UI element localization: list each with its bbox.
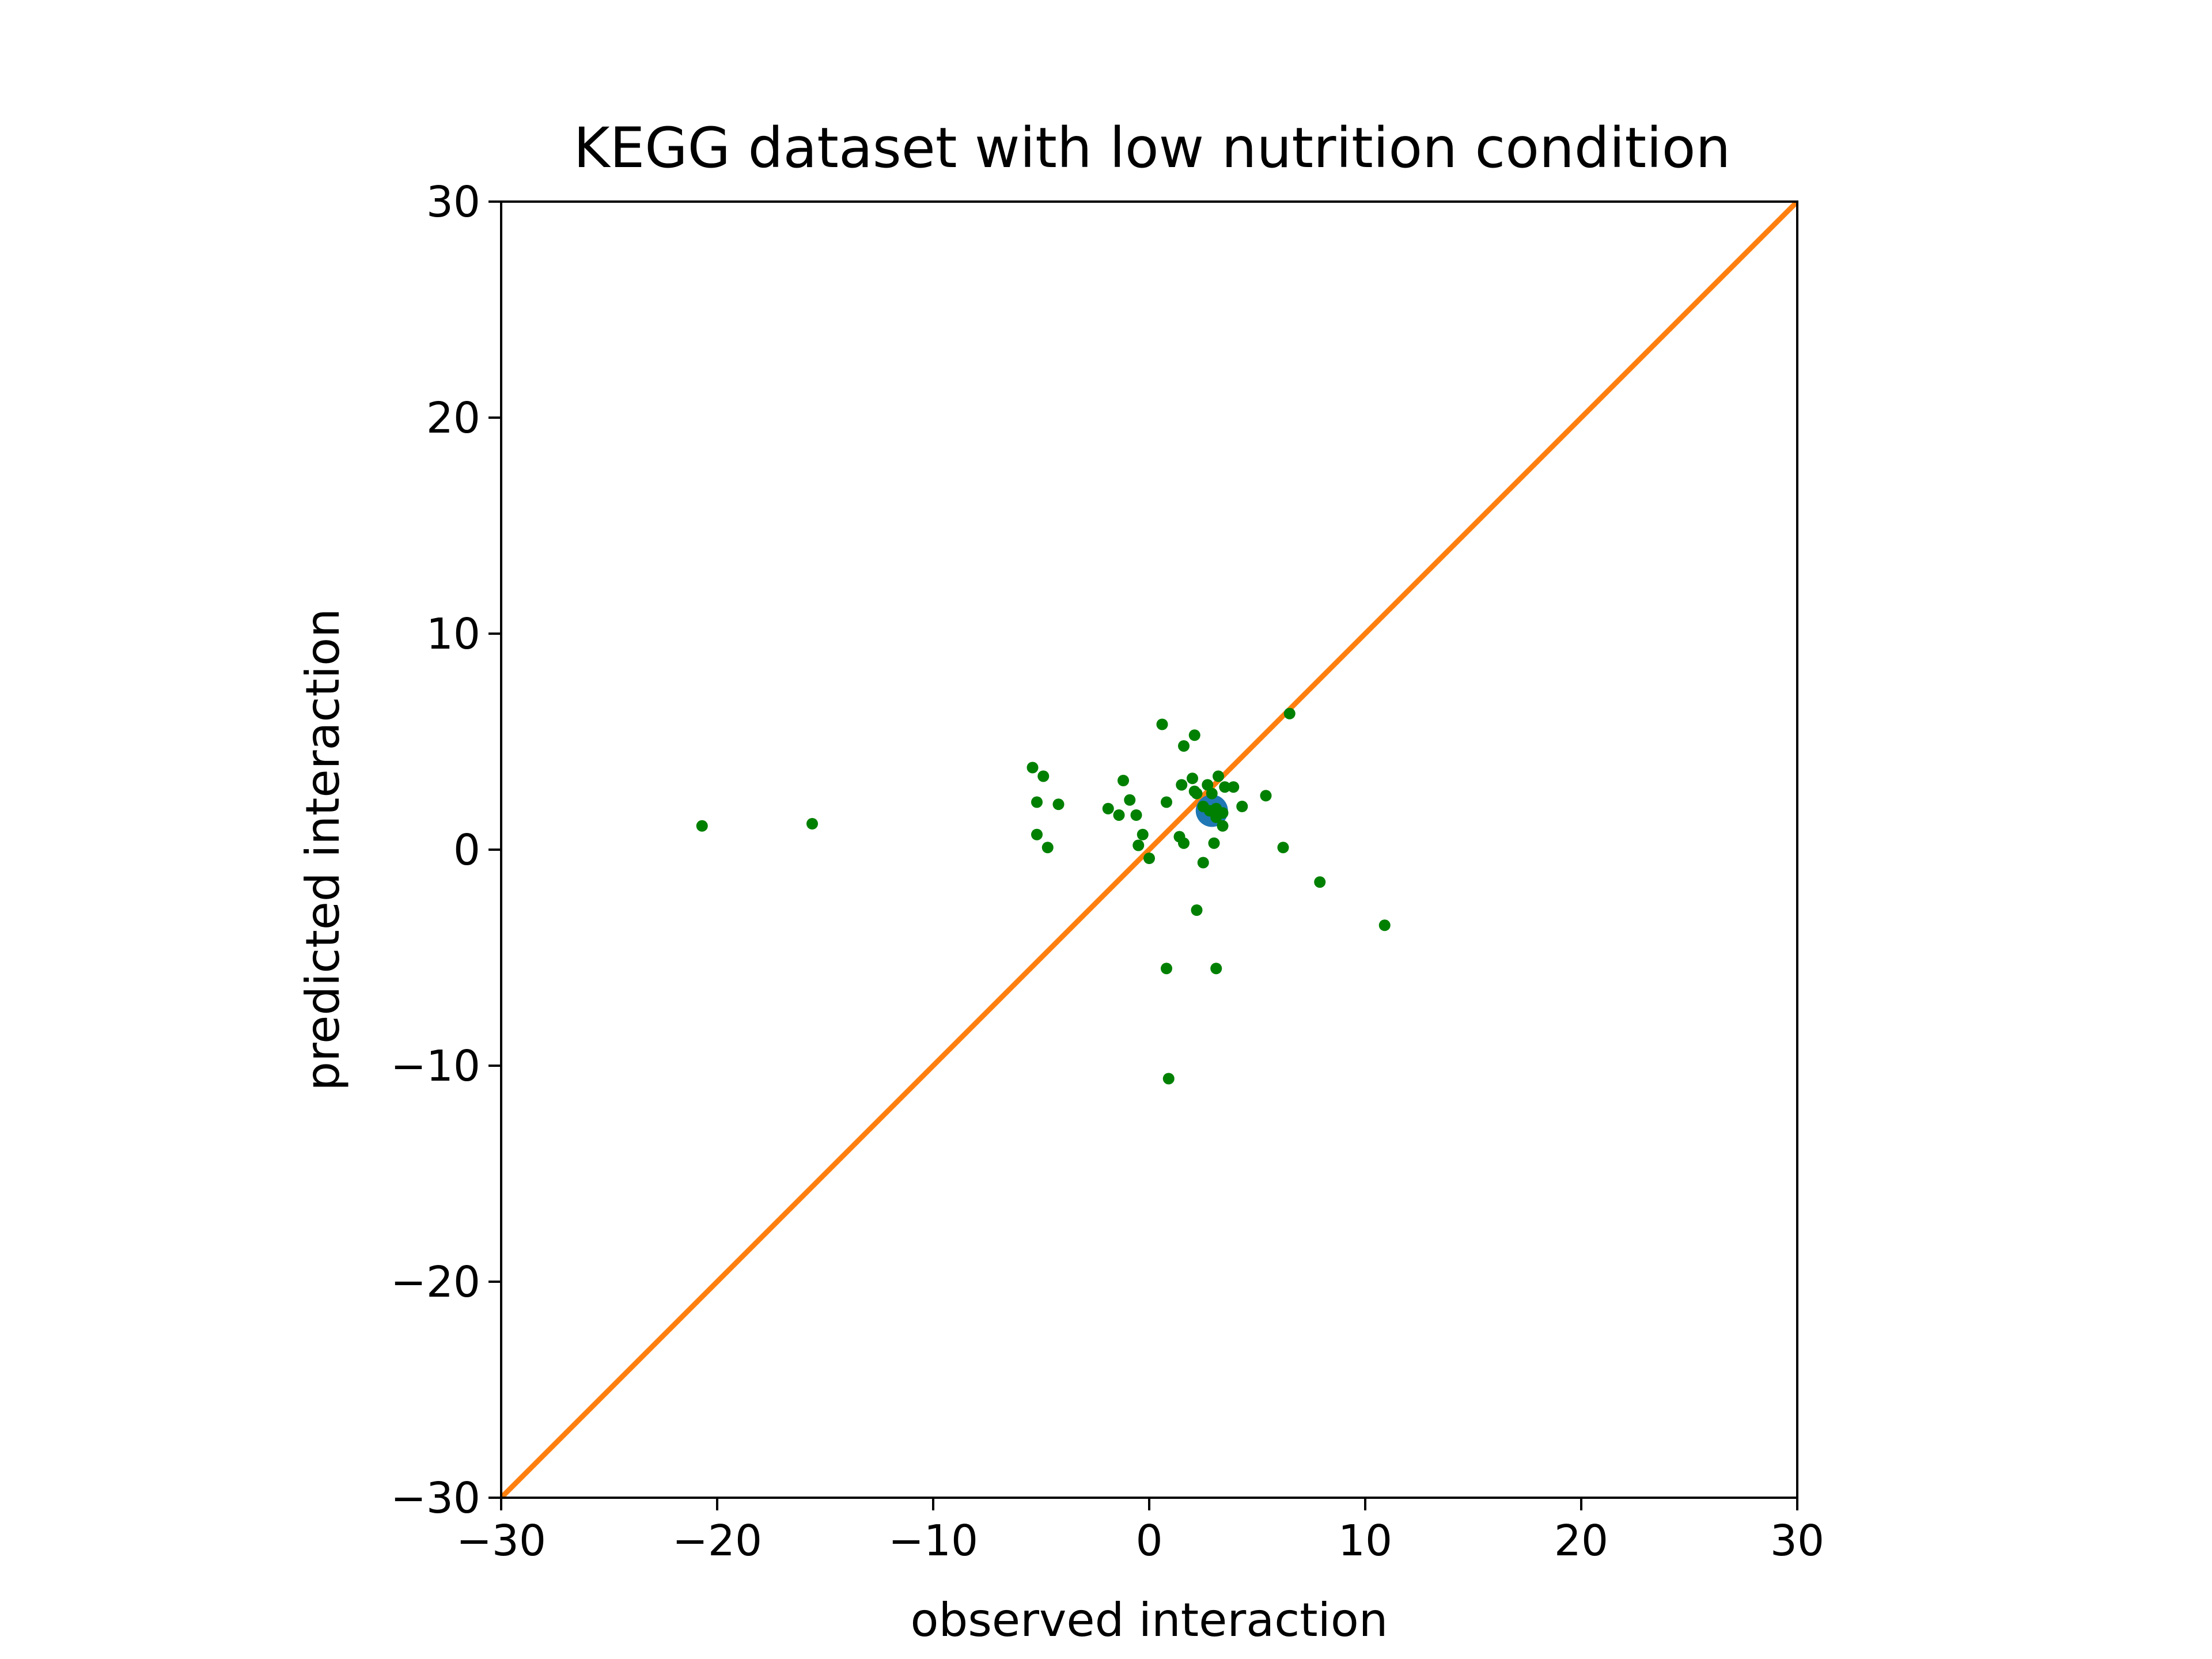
data-point: [1191, 904, 1203, 916]
data-point: [1037, 770, 1050, 782]
data-point: [1027, 762, 1039, 774]
y-tick-label: −30: [391, 1474, 480, 1523]
data-point: [1161, 963, 1172, 975]
data-point: [806, 818, 818, 830]
y-tick-label: 20: [426, 393, 480, 443]
data-point: [1178, 837, 1190, 849]
x-tick-label: −10: [888, 1516, 978, 1566]
data-point: [1210, 963, 1222, 975]
data-point: [1113, 809, 1125, 821]
data-point: [1137, 828, 1149, 840]
data-point: [1277, 842, 1289, 854]
data-point: [1124, 794, 1136, 806]
data-point: [1217, 820, 1229, 832]
y-tick-label: 30: [426, 177, 480, 227]
data-point: [1176, 779, 1188, 791]
data-point: [1041, 842, 1054, 854]
y-tick-label: −10: [391, 1041, 480, 1091]
x-tick-label: −20: [672, 1516, 762, 1566]
y-axis: −30 −20 −10 0 10 20 30: [391, 177, 501, 1523]
data-point: [1236, 801, 1248, 812]
data-point: [1143, 853, 1155, 864]
data-point: [696, 820, 708, 832]
data-point: [1188, 729, 1200, 741]
data-point: [1161, 796, 1172, 808]
y-axis-label: predicted interaction: [296, 608, 350, 1091]
y-tick-label: −20: [391, 1257, 480, 1307]
data-point: [1031, 796, 1043, 808]
data-point: [1178, 740, 1190, 752]
identity-line: [501, 202, 1797, 1498]
data-point: [1118, 775, 1129, 786]
data-point: [1162, 1073, 1175, 1085]
data-point: [1208, 837, 1220, 849]
x-tick-label: 0: [1135, 1516, 1162, 1566]
data-point: [1219, 781, 1231, 793]
data-point: [1197, 857, 1209, 869]
data-point: [1217, 807, 1229, 819]
y-tick-label: 0: [453, 825, 480, 875]
data-point: [1031, 828, 1043, 840]
x-tick-label: 30: [1770, 1516, 1824, 1566]
x-tick-label: 10: [1338, 1516, 1392, 1566]
x-axis-label: observed interaction: [911, 1593, 1388, 1647]
data-point: [1283, 707, 1296, 719]
data-point: [1260, 790, 1272, 802]
data-point: [1052, 798, 1065, 810]
data-point: [1130, 809, 1142, 821]
data-point: [1202, 779, 1214, 791]
data-point: [1228, 781, 1240, 793]
data-point: [1206, 787, 1218, 800]
data-point: [1132, 839, 1145, 851]
data-point: [1156, 718, 1168, 730]
chart-title: KEGG dataset with low nutrition conditio…: [574, 116, 1731, 180]
data-point: [1102, 802, 1114, 815]
data-point: [1213, 770, 1224, 782]
data-point: [1378, 919, 1391, 931]
data-point: [1191, 787, 1203, 800]
x-axis: −30 −20 −10 0 10 20 30: [456, 1498, 1824, 1566]
plot-area: [501, 202, 1797, 1498]
data-point: [1187, 772, 1198, 785]
data-point: [1314, 876, 1326, 888]
x-tick-label: 20: [1554, 1516, 1608, 1566]
x-tick-label: −30: [456, 1516, 546, 1566]
y-tick-label: 10: [426, 609, 480, 659]
